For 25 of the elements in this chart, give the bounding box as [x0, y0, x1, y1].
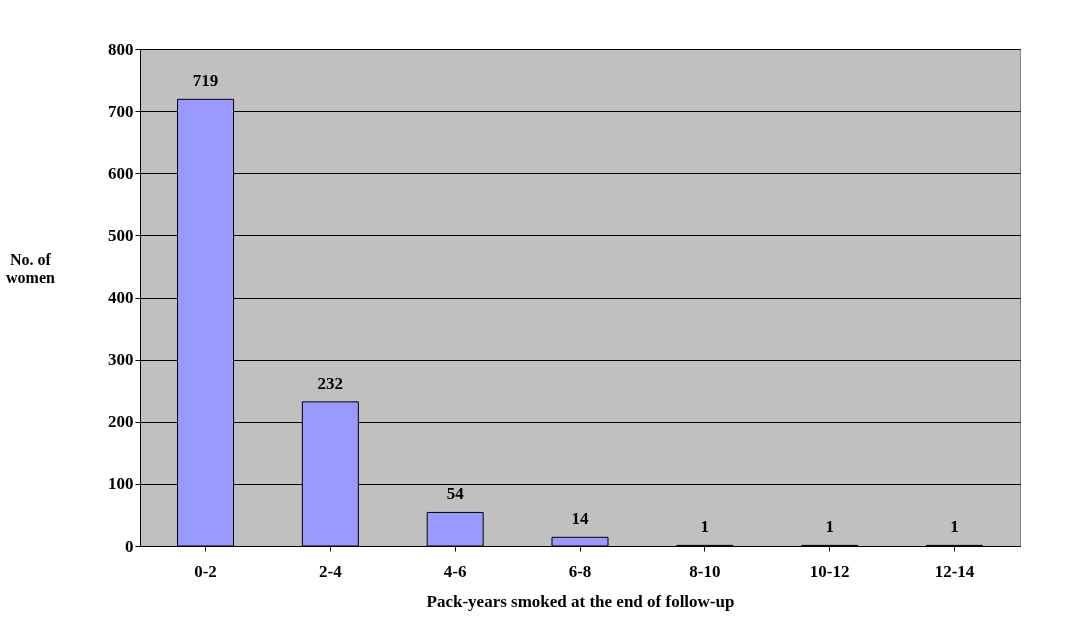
y-axis-title: No. of women	[6, 250, 56, 286]
x-tick-label: 8-10	[689, 561, 721, 581]
x-tick-label: 12-14	[934, 561, 975, 581]
data-label: 14	[571, 509, 589, 529]
x-tick-label: 6-8	[568, 561, 592, 581]
y-tick-label: 300	[108, 350, 134, 370]
data-label: 232	[317, 373, 344, 393]
y-tick-label: 200	[108, 412, 134, 432]
x-tick-label: 10-12	[809, 561, 850, 581]
data-label: 719	[192, 71, 219, 91]
x-axis-title: Pack-years smoked at the end of follow-up	[426, 591, 735, 611]
data-label: 1	[700, 517, 710, 537]
y-tick-label: 600	[108, 163, 134, 183]
y-tick-label: 800	[108, 39, 134, 59]
y-tick-label: 700	[108, 101, 134, 121]
x-tick-label: 0-2	[194, 561, 217, 581]
x-tick-label: 2-4	[319, 561, 343, 581]
data-label: 1	[825, 517, 834, 537]
data-label: 54	[446, 484, 465, 504]
y-tick-label: 400	[108, 288, 134, 307]
data-label: 1	[950, 517, 959, 537]
x-tick-label: 4-6	[443, 561, 467, 581]
y-tick-label: 0	[125, 536, 134, 556]
y-tick-label: 500	[108, 225, 134, 245]
y-tick-label: 100	[108, 474, 134, 494]
